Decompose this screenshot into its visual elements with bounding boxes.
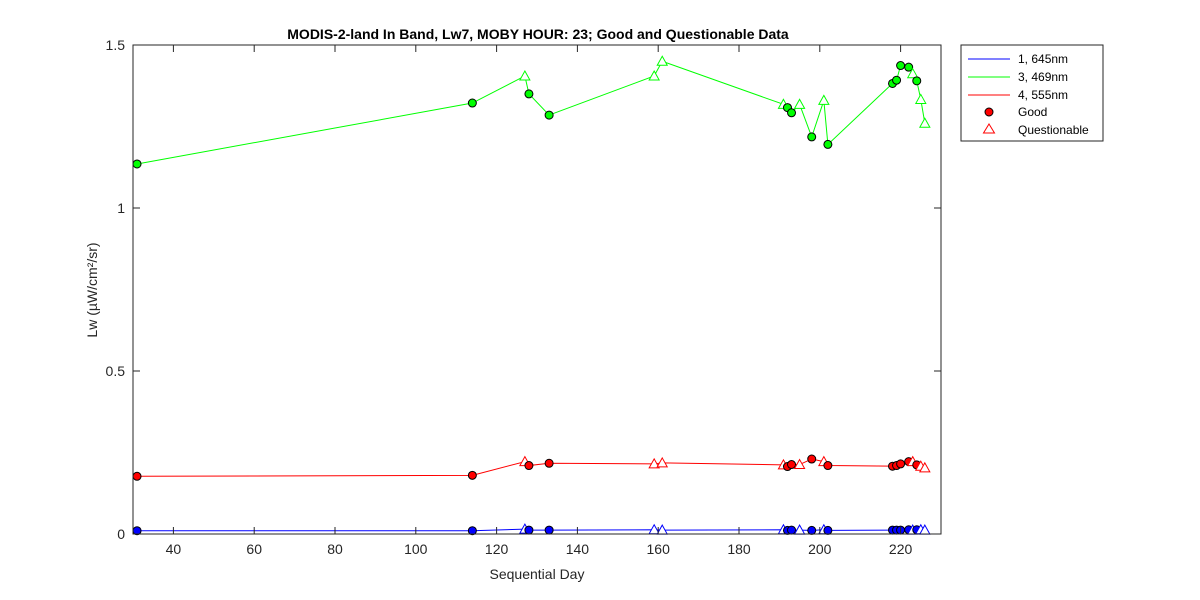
legend-label-good: Good [1018,105,1047,119]
legend: 1, 645nm 3, 469nm 4, 555nm Good Question… [960,44,1104,142]
plot-area [133,45,941,534]
good-point-marker [823,139,833,149]
questionable-point-marker [817,94,830,105]
good-point-marker [904,62,914,72]
good-point-marker [544,458,554,468]
good-point-marker [912,76,922,86]
good-point-marker [132,159,142,169]
legend-questionable-marker [982,123,996,134]
questionable-point-marker [793,98,806,109]
good-point-marker [807,525,817,535]
good-point-marker [524,89,534,99]
good-point-marker [807,454,817,464]
x-tick-label: 100 [404,541,428,557]
questionable-point-marker [656,55,669,66]
good-point-marker [467,98,477,108]
legend-box [960,44,1104,142]
x-tick-label: 120 [485,541,509,557]
good-point-marker [544,525,554,535]
x-tick-label: 180 [727,541,751,557]
good-point-marker [896,459,906,469]
x-tick-label: 40 [166,541,182,557]
good-point-marker [787,525,797,535]
questionable-point-marker [656,456,669,468]
legend-label-questionable: Questionable [1018,123,1089,137]
x-tick-label: 220 [889,541,913,557]
y-tick-label: 0.5 [106,363,126,379]
good-point-marker [807,132,817,142]
chart-title: MODIS-2-land In Band, Lw7, MOBY HOUR: 23… [287,26,789,42]
questionable-point-marker [918,461,931,473]
y-tick-label: 1 [117,200,125,216]
x-axis-label: Sequential Day [490,566,585,582]
questionable-point-marker [914,93,927,104]
plot-frame [132,44,942,535]
y-tick-label: 1.5 [106,37,126,53]
questionable-point-marker [793,458,806,470]
x-tick-label: 140 [566,541,590,557]
x-axis-ticks: 40 60 80 100 120 140 160 180 200 220 [166,45,913,557]
questionable-point-marker [906,67,919,79]
x-tick-label: 200 [808,541,832,557]
y-axis-label: Lw (µW/cm²/sr) [84,242,100,337]
series-layer [132,55,931,536]
good-point-marker [132,471,142,481]
good-point-marker [544,110,554,120]
x-tick-label: 60 [246,541,262,557]
good-point-marker [787,108,797,118]
good-point-marker [524,525,534,535]
questionable-point-marker [648,457,661,469]
good-point-marker [896,61,906,71]
good-point-marker [787,460,797,470]
good-point-marker [823,525,833,535]
legend-good-marker [984,107,994,117]
y-tick-label: 0 [117,526,125,542]
questionable-point-marker [918,117,931,128]
questionable-point-marker [519,69,531,81]
questionable-point-marker [648,69,661,81]
good-point-marker [467,526,477,536]
legend-label-series-1: 1, 645nm [1018,52,1068,66]
legend-label-series-4: 4, 555nm [1018,88,1068,102]
x-tick-label: 160 [647,541,671,557]
x-tick-label: 80 [327,541,343,557]
legend-label-series-3: 3, 469nm [1018,70,1068,84]
good-point-marker [467,470,477,480]
good-point-marker [524,461,534,471]
good-point-marker [823,461,833,471]
good-point-marker [892,75,902,85]
